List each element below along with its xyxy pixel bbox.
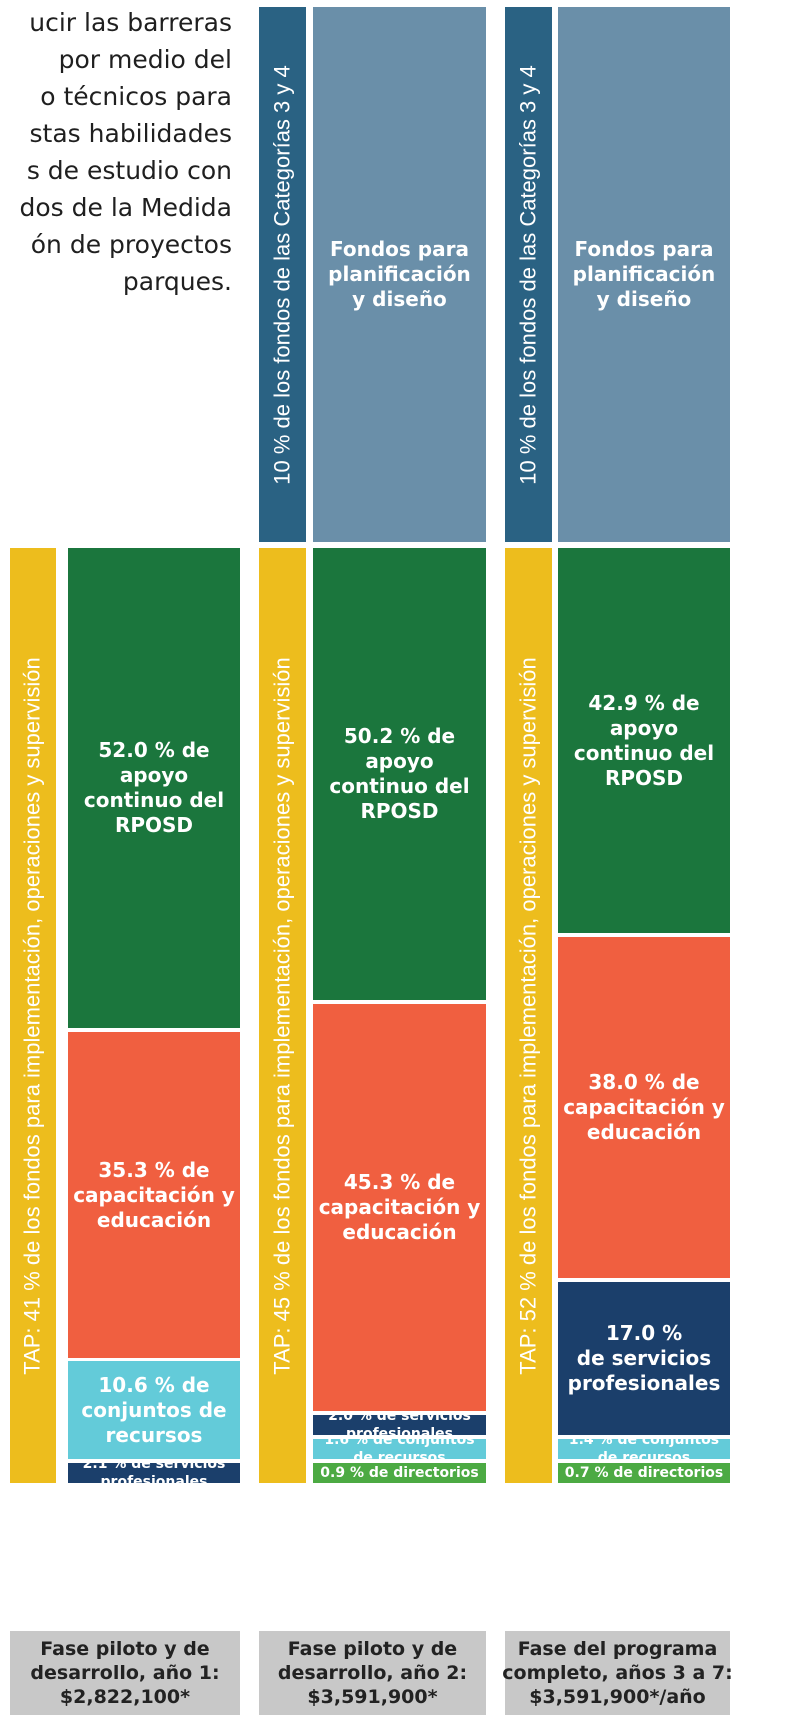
phase-footer-text: $2,822,100* (59, 1686, 191, 1708)
planning-design-box: Fondos para planificación y diseño (558, 7, 730, 542)
intro-line: dos de la Medida (19, 193, 233, 222)
planning-design-box: Fondos para planificación y diseño (313, 7, 486, 542)
segment-conjuntos-text: 10.6 % de (98, 1372, 210, 1397)
segment-rposd: 52.0 % de apoyo continuo del RPOSD (68, 548, 240, 1028)
planning-design-box-text: y diseño (596, 287, 692, 311)
segment-servicios-text: profesionales (100, 1474, 208, 1483)
tap-label: TAP: 45 % de los fondos para implementac… (259, 548, 306, 1483)
planning-design-box-text: planificación (328, 262, 471, 286)
segment-servicios: 17.0 % de servicios profesionales (558, 1282, 730, 1435)
planning-design-box-text: Fondos para (330, 237, 469, 261)
segment-capacitacion-text: capacitación y (563, 1095, 725, 1119)
segment-capacitacion: 35.3 % de capacitación y educación (68, 1032, 240, 1358)
intro-line: por medio del (58, 45, 232, 74)
phase-footer: Fase piloto y de desarrollo, año 2: $3,591… (259, 1631, 486, 1715)
segment-conjuntos-text: 1.6 % de conjuntos (324, 1439, 475, 1448)
tap-label: TAP: 41 % de los fondos para implementac… (10, 548, 56, 1483)
segment-rposd-text: apoyo (119, 763, 189, 787)
phase-footer-text: Fase piloto y de (287, 1638, 458, 1660)
phase-footer-text: $3,591,900* (307, 1686, 438, 1708)
intro-line: ón de proyectos (30, 230, 232, 259)
segment-rposd: 42.9 % de apoyo continuo del RPOSD (558, 548, 730, 933)
segment-rposd: 50.2 % de apoyo continuo del RPOSD (313, 548, 486, 1000)
intro-line: o técnicos para (40, 82, 232, 111)
segment-conjuntos-text: de recursos (597, 1450, 691, 1459)
segment-rposd-text: RPOSD (360, 799, 439, 823)
segment-servicios-text: 2.0 % de servicios (328, 1415, 471, 1424)
segment-servicios-text: 17.0 % (605, 1321, 683, 1345)
phase-footer: Fase piloto y de desarrollo, año 1: $2,822… (10, 1631, 240, 1715)
planning-funds-label-text: 10 % de los fondos de las Categorías 3 y… (269, 64, 295, 485)
segment-rposd-text: 42.9 % de (588, 690, 700, 715)
phase-footer-text: Fase piloto y de (40, 1638, 210, 1660)
intro-line: stas habilidades (29, 119, 232, 148)
segment-directorios-text: 0.7 % de directorios (564, 1465, 724, 1481)
phase-footer-text: Fase del programa (517, 1638, 718, 1660)
intro-line: parques. (122, 267, 232, 296)
segment-capacitacion-text: 45.3 % de (343, 1170, 456, 1194)
phase-footer-text: completo, años 3 a 7: (502, 1662, 733, 1684)
phase-footer-text: desarrollo, año 1: (30, 1662, 220, 1684)
segment-conjuntos-text: 1.4 % de conjuntos (568, 1439, 720, 1448)
segment-conjuntos-text: de recursos (353, 1450, 446, 1459)
segment-rposd-text: continuo del (329, 774, 470, 798)
planning-funds-label: 10 % de los fondos de las Categorías 3 y… (259, 7, 306, 542)
segment-conjuntos: 1.4 % de conjuntos de recursos (558, 1439, 730, 1459)
segment-conjuntos-text: recursos (105, 1422, 203, 1447)
planning-design-box-text: planificación (572, 262, 716, 286)
segment-servicios-text: profesionales (346, 1426, 453, 1435)
segment-capacitacion-text: capacitación y (73, 1182, 235, 1207)
segment-rposd-text: 52.0 % de (98, 738, 210, 762)
segment-rposd-text: RPOSD (114, 813, 194, 837)
intro-line: s de estudio con (26, 156, 232, 185)
segment-capacitacion: 45.3 % de capacitación y educación (313, 1004, 486, 1411)
tap-label-text: TAP: 45 % de los fondos para implementac… (269, 656, 295, 1375)
phase-footer: Fase del programa completo, años 3 a 7: $3… (502, 1631, 733, 1715)
tap-label-text: TAP: 41 % de los fondos para implementac… (20, 656, 45, 1375)
segment-capacitacion-text: educación (586, 1120, 702, 1144)
segment-capacitacion-text: capacitación y (318, 1195, 481, 1219)
segment-rposd-text: apoyo (365, 749, 434, 773)
segment-directorios: 0.7 % de directorios (558, 1463, 730, 1483)
segment-directorios-text: 0.9 % de directorios (320, 1465, 479, 1481)
segment-servicios-text: 2.1 % de servicios (82, 1463, 226, 1472)
segment-directorios: 0.9 % de directorios (313, 1463, 486, 1483)
segment-rposd-text: RPOSD (604, 765, 684, 790)
segment-capacitacion: 38.0 % de capacitación y educación (558, 937, 730, 1278)
tap-label-text: TAP: 52 % de los fondos para implementac… (515, 656, 541, 1375)
planning-design-box-text: y diseño (352, 287, 447, 311)
segment-rposd-text: 50.2 % de (343, 724, 456, 748)
planning-funds-label: 10 % de los fondos de las Categorías 3 y… (505, 7, 552, 542)
planning-funds-label-text: 10 % de los fondos de las Categorías 3 y… (515, 64, 541, 485)
segment-conjuntos: 1.6 % de conjuntos de recursos (313, 1439, 486, 1459)
segment-servicios-text: de servicios (576, 1346, 712, 1370)
segment-capacitacion-text: 38.0 % de (588, 1070, 700, 1094)
segment-conjuntos: 10.6 % de conjuntos de recursos (68, 1361, 240, 1459)
segment-conjuntos-text: conjuntos de (81, 1397, 227, 1422)
segment-capacitacion-text: 35.3 % de (98, 1157, 210, 1182)
segment-capacitacion-text: educación (96, 1207, 212, 1232)
intro-line: ucir las barreras (29, 8, 232, 37)
segment-rposd-text: apoyo (609, 715, 679, 740)
segment-rposd-text: continuo del (573, 740, 715, 765)
segment-servicios: 2.1 % de servicios profesionales (68, 1463, 240, 1483)
phase-footer-text: desarrollo, año 2: (277, 1662, 468, 1684)
segment-servicios: 2.0 % de servicios profesionales (313, 1415, 486, 1435)
segment-capacitacion-text: educación (342, 1220, 457, 1244)
phase-footer-text: $3,591,900*/año (529, 1686, 706, 1708)
planning-design-box-text: Fondos para (574, 237, 714, 261)
tap-label: TAP: 52 % de los fondos para implementac… (505, 548, 552, 1483)
segment-rposd-text: continuo del (83, 788, 225, 812)
segment-servicios-text: profesionales (567, 1371, 721, 1395)
